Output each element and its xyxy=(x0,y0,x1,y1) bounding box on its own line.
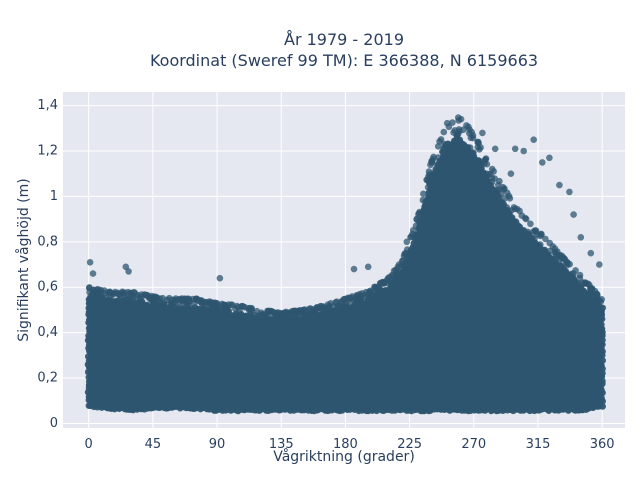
chart-title-line-1: År 1979 - 2019 xyxy=(284,30,404,49)
chart-title-line-2: Koordinat (Sweref 99 TM): E 366388, N 61… xyxy=(150,51,538,70)
